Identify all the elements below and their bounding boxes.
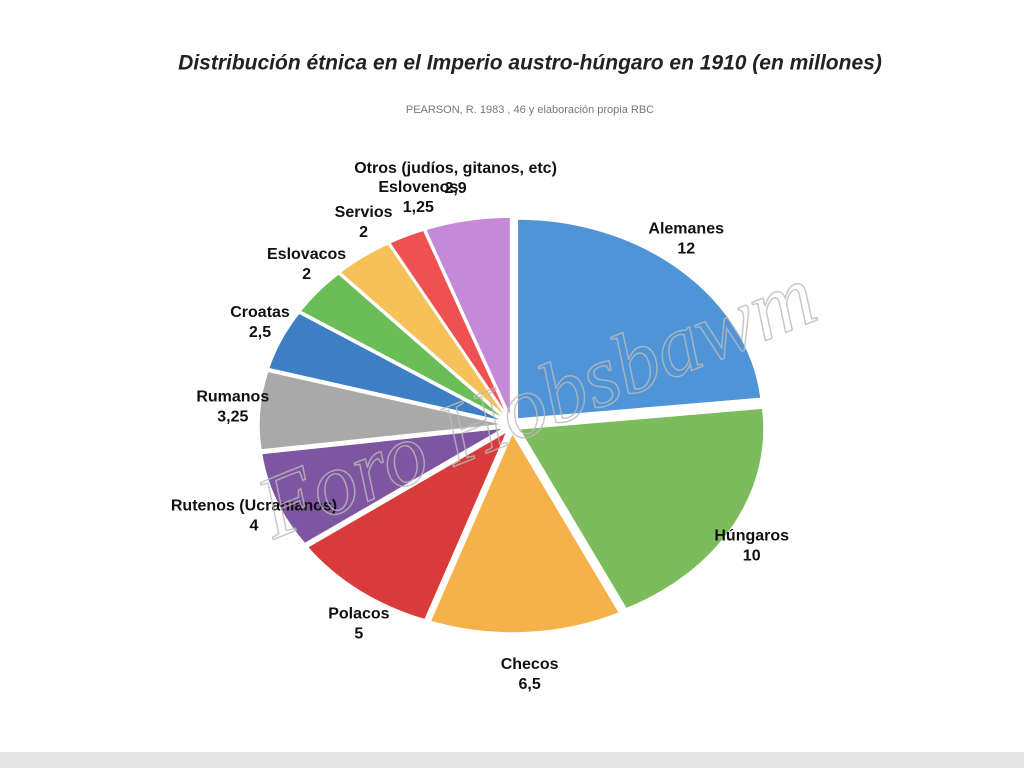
chart-title: Distribución étnica en el Imperio austro…	[178, 52, 882, 75]
slice-value: 2,9	[444, 180, 466, 197]
bottom-bar	[0, 752, 1024, 768]
slice-label: Húngaros	[714, 528, 789, 545]
labels: Alemanes 12 Húngaros 10 Checos 6,5 Polacos 5 Rut…	[171, 160, 789, 693]
slice-label: Servios	[335, 204, 393, 221]
pie-slice	[429, 431, 621, 634]
pie-slice	[267, 312, 506, 423]
slice-value: 3,25	[217, 409, 248, 426]
slice-value: 2	[359, 224, 368, 241]
slice-label: Eslovenos	[378, 179, 458, 196]
pie-slice	[338, 242, 508, 420]
pie-slice	[388, 229, 510, 419]
chart-subtitle: PEARSON, R. 1983 , 46 y elaboración prop…	[406, 104, 654, 116]
pie-slice	[258, 370, 505, 451]
pie-slice	[260, 427, 505, 545]
slice-label: Rumanos	[196, 389, 269, 406]
slice-label: Otros (judíos, gitanos, etc)	[354, 160, 557, 177]
slice-label: Checos	[501, 656, 559, 673]
slice-value: 12	[677, 241, 695, 258]
slice-value: 2,5	[249, 324, 271, 341]
slice-label: Eslovacos	[267, 246, 346, 263]
slice-value: 6,5	[518, 676, 540, 693]
slice-value: 2	[302, 266, 311, 283]
slice-label: Croatas	[230, 304, 290, 321]
pie-slice	[424, 216, 512, 418]
slice-label: Alemanes	[648, 221, 724, 238]
pie-slice	[299, 272, 507, 421]
pie-slice	[306, 429, 509, 621]
slice-value: 4	[250, 517, 259, 534]
pie	[258, 216, 765, 634]
slice-value: 1,25	[403, 199, 434, 216]
slice-value: 10	[743, 548, 761, 565]
slice-label: Polacos	[328, 606, 389, 623]
pie-slice	[517, 407, 765, 610]
slice-label: Rutenos (Ucranianos)	[171, 497, 337, 514]
pie-slice	[516, 218, 762, 420]
slice-value: 5	[354, 626, 363, 643]
